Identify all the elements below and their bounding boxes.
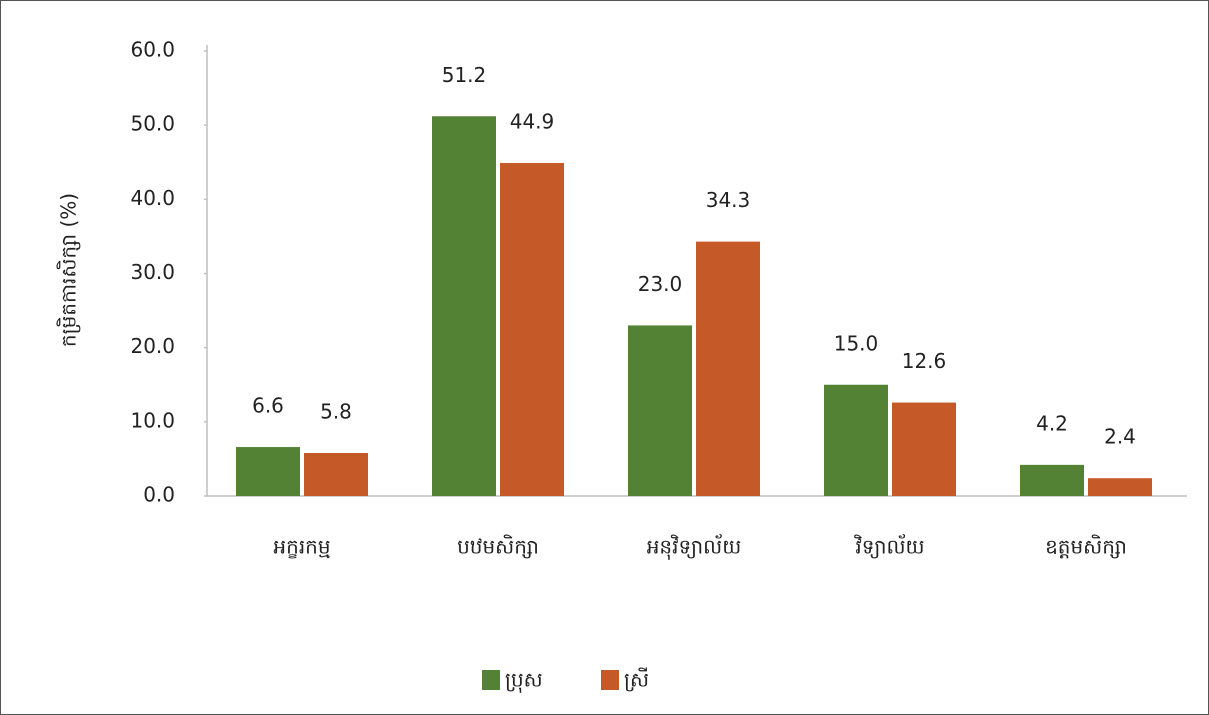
y-tick-label: 60.0 bbox=[130, 38, 175, 62]
y-tick-label: 30.0 bbox=[130, 260, 175, 284]
legend-swatch bbox=[601, 670, 619, 690]
data-label: 5.8 bbox=[320, 399, 352, 423]
data-label: 6.6 bbox=[252, 394, 284, 418]
data-label: 23.0 bbox=[638, 272, 683, 296]
x-tick-label: អនុវិទ្យាល័យ bbox=[647, 534, 742, 561]
x-tick-label: បឋមសិក្សា bbox=[457, 534, 539, 559]
bar bbox=[892, 402, 956, 496]
legend-label: ប្រុស bbox=[505, 668, 543, 694]
bar bbox=[1088, 478, 1152, 496]
data-label: 12.6 bbox=[902, 349, 947, 373]
bar bbox=[304, 452, 368, 496]
y-tick-label: 50.0 bbox=[130, 112, 175, 136]
bar bbox=[628, 325, 692, 496]
data-label: 51.2 bbox=[442, 63, 487, 87]
data-label: 44.9 bbox=[510, 109, 555, 133]
data-label: 4.2 bbox=[1036, 411, 1068, 435]
x-tick-label: អក្ខរកម្ម bbox=[273, 535, 330, 559]
data-label: 15.0 bbox=[834, 331, 879, 355]
legend-swatch bbox=[482, 670, 500, 690]
y-tick-label: 0.0 bbox=[143, 483, 175, 507]
y-tick-label: 20.0 bbox=[130, 334, 175, 358]
bar bbox=[236, 447, 300, 496]
bar bbox=[824, 384, 888, 496]
bar bbox=[500, 162, 564, 496]
y-tick-label: 40.0 bbox=[130, 186, 175, 210]
bar bbox=[432, 116, 496, 497]
x-tick-label: វិទ្យាល័យ bbox=[854, 534, 925, 559]
data-label: 34.3 bbox=[706, 188, 751, 212]
y-axis-title: កម្រិតការសិក្សា (%) bbox=[56, 193, 81, 347]
legend-label: ស្រី bbox=[624, 667, 649, 692]
x-tick-label: ឧត្តមសិក្សា bbox=[1045, 534, 1127, 559]
bar bbox=[1020, 464, 1084, 496]
data-label: 2.4 bbox=[1104, 425, 1136, 449]
y-tick-label: 10.0 bbox=[130, 408, 175, 432]
bar bbox=[696, 241, 760, 496]
